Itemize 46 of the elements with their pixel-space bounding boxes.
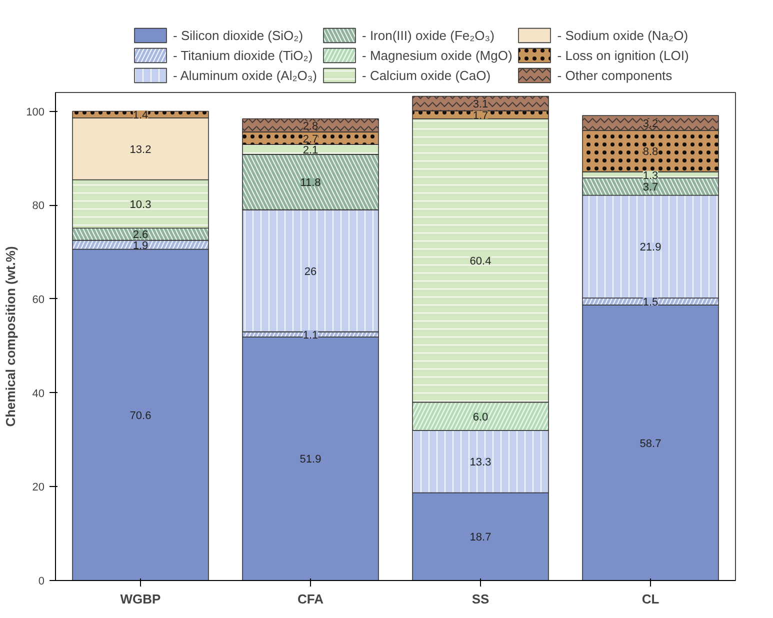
data-label: 8.8 [642, 146, 658, 158]
data-label: 1.9 [132, 240, 148, 252]
data-label: 11.8 [300, 177, 321, 190]
x-tick-label: SS [472, 592, 490, 606]
data-label: 18.7 [470, 532, 492, 544]
legend-label: - Sodium oxide (Na₂O) [557, 28, 688, 42]
y-axis-title: Chemical composition (wt.%) [3, 246, 18, 427]
x-tick-label: WGBP [120, 592, 162, 606]
legend-label: - Aluminum oxide (Al₂O₃) [173, 68, 317, 82]
data-label: 3.1 [472, 98, 488, 111]
data-label: 60.4 [470, 255, 492, 268]
legend-label: - Titanium dioxide (TiO₂) [173, 48, 313, 62]
data-label: 2.8 [302, 120, 318, 132]
data-label: 3.2 [642, 118, 658, 130]
legend-label: - Calcium oxide (CaO) [362, 68, 491, 82]
data-label: 2.6 [132, 229, 148, 242]
data-label: 21.9 [640, 242, 662, 254]
data-label: 13.3 [470, 456, 492, 469]
data-label: 70.6 [130, 410, 152, 422]
data-label: 1.3 [642, 170, 658, 182]
x-tick-label: CFA [298, 592, 324, 606]
data-label: 2.7 [302, 133, 318, 146]
data-label: 1.4 [132, 110, 148, 122]
x-tick-label: CL [642, 592, 660, 606]
data-label: 26 [304, 266, 317, 278]
y-tick-label: 80 [32, 200, 45, 212]
y-tick-label: 40 [32, 388, 45, 400]
legend-label: - Magnesium oxide (MgO) [362, 48, 512, 62]
data-label: 51.9 [300, 454, 322, 466]
data-label: 13.2 [130, 144, 152, 156]
y-tick-label: 100 [26, 106, 45, 118]
y-tick-label: 60 [32, 294, 45, 306]
legend-label: - Silicon dioxide (SiO₂) [173, 28, 304, 42]
data-label: 1.1 [302, 329, 318, 342]
legend-label: - Loss on ignition (LOI) [557, 48, 689, 62]
y-tick-label: 0 [38, 576, 45, 588]
legend-label: - Iron(III) oxide (Fe₂O₃) [362, 28, 494, 42]
data-label: 2.1 [302, 144, 318, 157]
data-label: 10.3 [130, 198, 152, 211]
legend-label: - Other components [557, 68, 672, 82]
data-label: 1.5 [642, 296, 658, 309]
data-label: 3.7 [642, 182, 658, 194]
y-tick-label: 20 [32, 482, 45, 494]
data-label: 1.7 [472, 110, 488, 122]
data-label: 6.0 [472, 411, 488, 424]
data-label: 58.7 [640, 438, 662, 450]
